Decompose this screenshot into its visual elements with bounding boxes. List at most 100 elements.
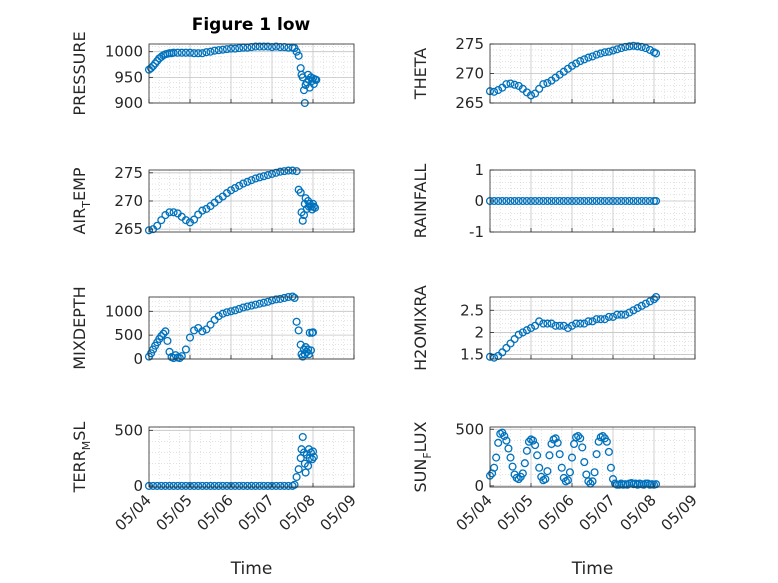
data-point xyxy=(181,345,190,354)
subplot-3: 265 270 275 AIRTEMP xyxy=(70,164,355,238)
data-point xyxy=(535,196,544,206)
data-point xyxy=(651,196,661,206)
data-point xyxy=(147,64,156,73)
data-point xyxy=(617,196,626,206)
data-point xyxy=(520,459,529,468)
data-point xyxy=(169,481,178,490)
data-point xyxy=(235,181,244,190)
data-point xyxy=(305,328,314,337)
data-point xyxy=(218,45,227,54)
data-point xyxy=(185,48,195,57)
data-point xyxy=(551,434,560,443)
y-tick-label: -1 xyxy=(469,223,484,241)
data-point xyxy=(173,48,182,57)
figure-title: Figure 1 low xyxy=(192,15,311,35)
axes-box xyxy=(489,296,696,360)
data-point xyxy=(617,310,626,319)
axes-box xyxy=(148,43,355,104)
data-point xyxy=(633,42,642,51)
data-point xyxy=(198,49,207,58)
data-point xyxy=(645,297,654,306)
data-point xyxy=(555,450,564,459)
data-point xyxy=(502,343,511,352)
data-point xyxy=(547,319,556,328)
x-axis-label: Time xyxy=(571,559,614,579)
data-point xyxy=(576,434,585,443)
data-point xyxy=(588,196,597,206)
data-point xyxy=(290,293,299,303)
data-point xyxy=(272,168,281,177)
y-axis-label: SUNFLUX xyxy=(411,421,434,492)
y-axis-label-main: RAINFALL xyxy=(411,164,430,239)
data-point xyxy=(210,481,219,490)
data-point xyxy=(514,330,523,339)
data-point xyxy=(163,336,172,345)
data-point xyxy=(272,481,281,490)
data-point xyxy=(190,481,199,490)
data-point xyxy=(284,166,293,175)
y-axis-label-rest: LUX xyxy=(411,421,430,452)
subplot-5: 0 500 1000 MIXDEPTH xyxy=(70,286,355,370)
data-point xyxy=(518,196,527,206)
data-point xyxy=(206,47,215,56)
data-point xyxy=(226,307,236,316)
data-point xyxy=(588,477,597,486)
y-tick-label: 0 xyxy=(474,477,484,495)
data-point xyxy=(206,481,215,490)
data-point xyxy=(309,452,318,462)
y-axis-label: THETA xyxy=(411,48,430,100)
data-point xyxy=(592,315,601,324)
data-point xyxy=(596,315,605,324)
y-tick-label: 270 xyxy=(455,65,484,83)
data-point xyxy=(535,317,544,326)
data-point xyxy=(272,42,281,51)
data-point xyxy=(181,48,190,57)
data-point xyxy=(276,481,285,490)
data-point xyxy=(190,215,199,224)
subplot-6: 1.5 2 2.5 H2OMIXRA xyxy=(411,285,696,371)
data-point xyxy=(651,480,661,489)
data-point xyxy=(247,176,256,185)
data-point xyxy=(294,326,303,335)
data-point xyxy=(613,45,622,54)
data-point xyxy=(259,172,268,181)
data-point xyxy=(606,463,615,472)
x-tick-label: 05/06 xyxy=(194,491,237,534)
y-tick-label: 500 xyxy=(114,421,143,439)
data-point xyxy=(637,301,646,310)
data-point xyxy=(231,481,240,490)
data-point xyxy=(312,75,321,84)
data-point xyxy=(190,326,199,335)
data-point xyxy=(301,468,310,477)
y-axis-label-main: SUN xyxy=(411,459,430,493)
data-point xyxy=(557,463,566,472)
data-point xyxy=(629,41,638,50)
data-point xyxy=(251,42,260,51)
data-point xyxy=(226,481,236,490)
data-point xyxy=(625,42,634,51)
y-axis-label: PRESSURE xyxy=(70,31,89,115)
data-point xyxy=(214,46,223,55)
data-point xyxy=(563,323,572,333)
data-point xyxy=(502,196,511,206)
data-point xyxy=(206,320,215,329)
data-point xyxy=(255,299,264,308)
data-point xyxy=(210,46,219,55)
data-point xyxy=(231,306,240,315)
data-point xyxy=(194,481,203,490)
data-point xyxy=(173,481,182,490)
axes-box xyxy=(148,296,355,360)
data-point xyxy=(177,352,186,361)
y-axis-label: AIRTEMP xyxy=(70,167,93,234)
data-point xyxy=(633,196,642,206)
data-point xyxy=(157,481,166,490)
data-point xyxy=(296,188,305,197)
data-point xyxy=(190,49,199,58)
data-point xyxy=(222,308,231,317)
y-tick-label: 270 xyxy=(114,192,143,210)
data-point xyxy=(584,53,593,62)
data-point xyxy=(255,481,264,490)
y-tick-label: 265 xyxy=(455,94,484,112)
data-point xyxy=(280,481,289,490)
